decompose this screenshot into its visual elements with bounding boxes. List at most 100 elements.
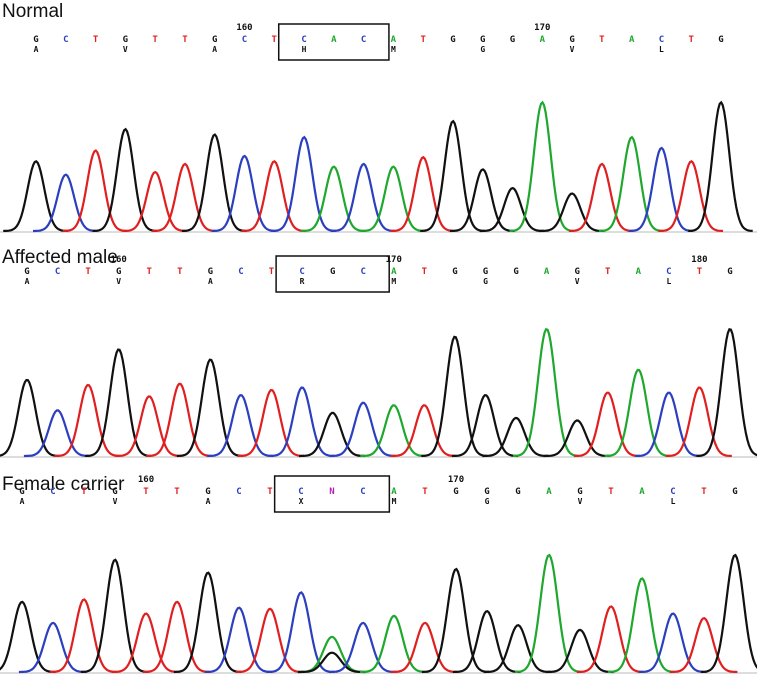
base-call: A (636, 267, 642, 277)
base-call: C (238, 267, 243, 277)
base-call: G (205, 487, 210, 497)
base-call: A (391, 267, 397, 277)
trace-peak (483, 624, 552, 674)
base-call: G (452, 267, 457, 277)
trace-peak (696, 327, 757, 457)
base-call: T (701, 487, 707, 497)
trace-peak (669, 616, 738, 674)
base-call: C (361, 35, 366, 45)
trace-peak (513, 327, 580, 457)
base-call: C (299, 267, 304, 277)
trace-peak (330, 162, 396, 233)
trace-peak (509, 100, 575, 232)
base-call: C (298, 487, 303, 497)
trace-peak (301, 165, 366, 233)
panel-title-affected-male: Affected male (2, 247, 118, 268)
amino-acid-call: M (391, 277, 396, 286)
trace-peak (658, 159, 724, 233)
trace-peak (452, 609, 521, 674)
base-call: C (242, 35, 247, 45)
base-call: G (515, 487, 520, 497)
base-call: C (50, 487, 55, 497)
trace-peak (638, 612, 707, 674)
base-call: G (123, 35, 128, 45)
trace-peak (665, 386, 732, 458)
amino-acid-call: A (34, 45, 39, 54)
trace-peak (628, 146, 694, 233)
trace-peak (360, 165, 426, 233)
base-call: G (727, 267, 732, 277)
trace-peak (390, 155, 455, 233)
trace-peak (80, 558, 149, 673)
amino-acid-call: A (25, 277, 30, 286)
codon-highlight-box (277, 23, 390, 61)
base-call: G (513, 267, 518, 277)
trace-peak (359, 614, 428, 674)
base-call: G (732, 487, 737, 497)
base-call: T (608, 487, 614, 497)
base-call: G (212, 35, 217, 45)
position-label: 170 (448, 475, 464, 485)
base-call: G (116, 267, 121, 277)
trace-peak (604, 368, 671, 458)
trace-peak (235, 607, 304, 674)
trace-peak (23, 409, 90, 458)
base-call: A (546, 487, 552, 497)
base-call: C (301, 35, 306, 45)
amino-acid-call: A (20, 497, 25, 506)
base-call: T (422, 267, 428, 277)
base-call: C (360, 487, 365, 497)
amino-acid-call: L (666, 277, 671, 286)
base-call: T (81, 487, 87, 497)
amino-acid-call: A (206, 497, 211, 506)
base-call: C (659, 35, 664, 45)
amino-acid-call: V (570, 45, 575, 54)
base-call: G (19, 487, 24, 497)
trace-peak (142, 600, 211, 674)
base-call: G (480, 35, 485, 45)
amino-acid-call: X (299, 497, 304, 506)
base-call: A (639, 487, 645, 497)
base-call: T (143, 487, 149, 497)
trace-peak (33, 173, 98, 233)
position-label: 170 (386, 255, 402, 265)
trace-peak (146, 382, 213, 458)
base-call: T (269, 267, 275, 277)
base-call: C (63, 35, 68, 45)
amino-acid-call: V (575, 277, 580, 286)
base-call: T (152, 35, 158, 45)
trace-peak (115, 395, 182, 458)
base-call: T (174, 487, 180, 497)
amino-acid-call: A (208, 277, 213, 286)
trace-peak (299, 411, 366, 458)
trace-peak (543, 419, 610, 458)
amino-acid-call: G (485, 497, 490, 506)
trace-peak (181, 133, 247, 233)
trace-peak (390, 404, 457, 458)
base-call: G (483, 267, 488, 277)
amino-acid-call: V (578, 497, 583, 506)
base-call: T (605, 267, 611, 277)
trace-peak (49, 598, 118, 674)
trace-peak (176, 358, 243, 458)
trace-peak (207, 394, 274, 458)
base-call: G (484, 487, 489, 497)
trace-peak (111, 612, 180, 674)
base-call: C (670, 487, 675, 497)
position-label: 160 (138, 475, 154, 485)
base-call: T (267, 487, 273, 497)
trace-peak (297, 651, 366, 674)
amino-acid-call: G (480, 45, 485, 54)
trace-peak (545, 628, 614, 674)
base-call: T (93, 35, 99, 45)
trace-peak (569, 162, 634, 233)
base-call: A (629, 35, 635, 45)
trace-peak (329, 401, 396, 458)
base-call: G (577, 487, 582, 497)
amino-acid-call: V (113, 497, 118, 506)
base-call: C (236, 487, 241, 497)
base-call: T (420, 35, 426, 45)
trace-peak (451, 394, 518, 458)
trace-peak (266, 591, 335, 674)
